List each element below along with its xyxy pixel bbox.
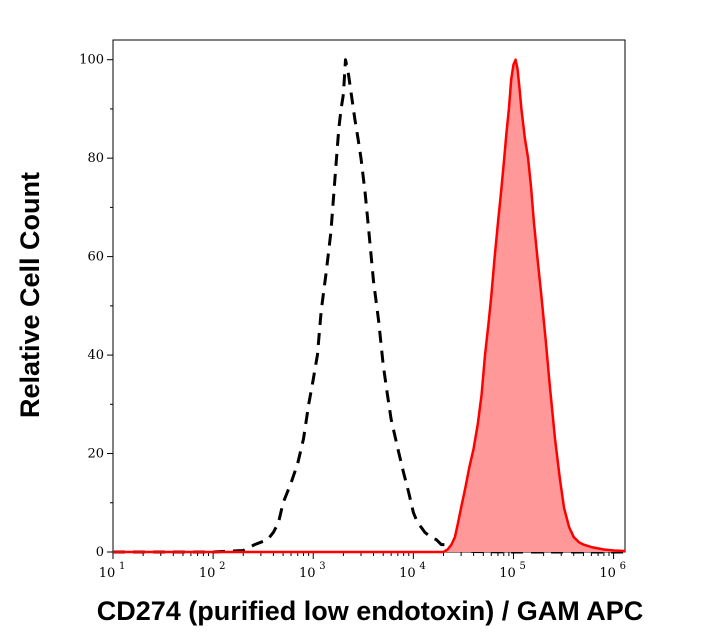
y-tick-label: 20	[87, 447, 104, 462]
y-axis: 0 20 40 60 80 100	[79, 53, 113, 560]
y-tick-label: 60	[87, 250, 104, 265]
y-axis-title: Relative Cell Count	[15, 172, 45, 418]
x-tick-exponent: 6	[620, 561, 626, 572]
x-tick-label: 10	[499, 566, 516, 581]
x-tick-exponent: 4	[419, 561, 425, 572]
y-tick-label: 100	[79, 53, 104, 68]
x-tick-label: 10	[599, 566, 616, 581]
stained-histogram-line	[113, 58, 626, 554]
x-axis-title: CD274 (purified low endotoxin) / GAM APC	[97, 596, 644, 626]
series-layer	[113, 58, 626, 554]
y-tick-label: 0	[96, 545, 104, 560]
x-tick-exponent: 5	[519, 561, 525, 572]
stained-histogram-fill	[113, 59, 625, 552]
x-tick-label: 10	[399, 566, 416, 581]
y-tick-label: 80	[87, 151, 104, 166]
control-histogram-line	[113, 58, 625, 554]
x-tick-exponent: 1	[119, 561, 125, 572]
x-tick-label: 10	[299, 566, 316, 581]
x-tick-exponent: 3	[319, 561, 325, 572]
x-tick-label: 10	[199, 566, 216, 581]
x-tick-label: 10	[99, 566, 116, 581]
y-tick-label: 40	[87, 348, 104, 363]
x-axis: 10 1 10 2 10 3 10 4 10 5 10 6	[99, 552, 626, 581]
x-tick-exponent: 2	[219, 561, 225, 572]
